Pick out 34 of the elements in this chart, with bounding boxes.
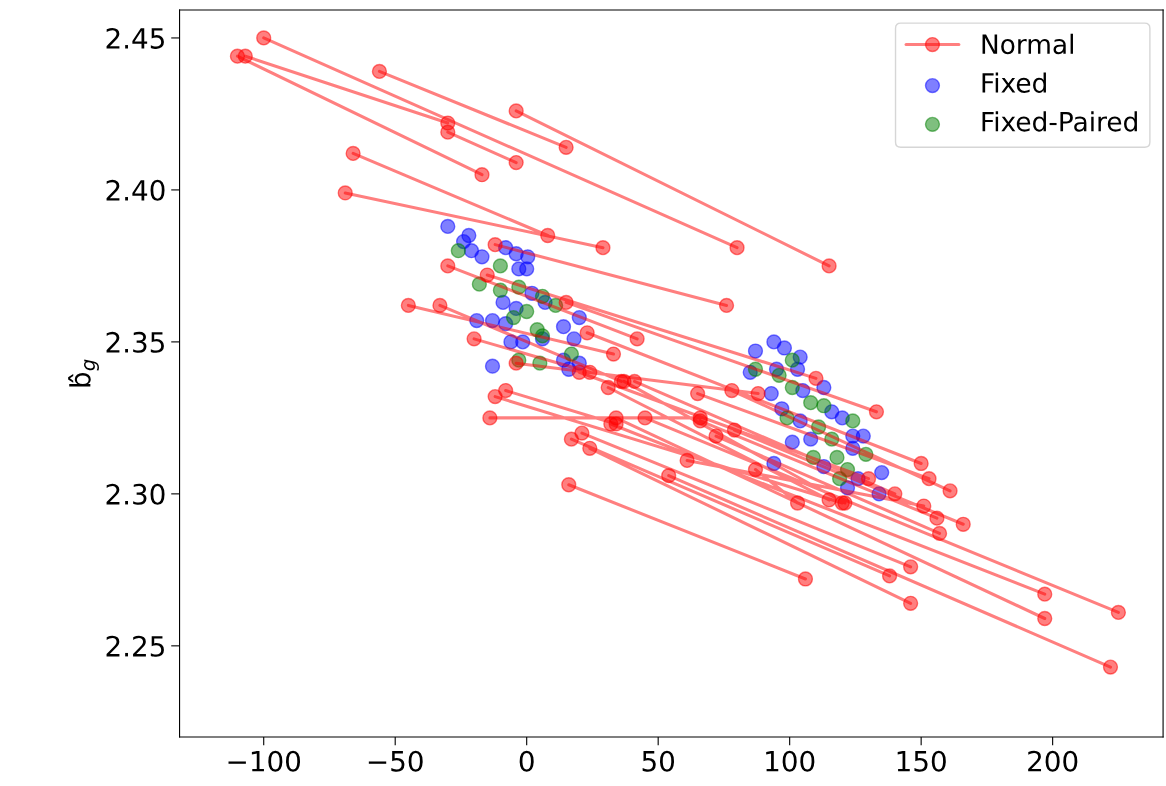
legend-label: Fixed	[982, 72, 1046, 93]
point	[505, 309, 522, 326]
point	[816, 398, 832, 414]
point	[492, 258, 509, 274]
point	[829, 449, 845, 466]
point	[519, 303, 535, 320]
x-tick-label: 100	[766, 750, 815, 772]
point	[484, 358, 501, 374]
x-tick-label: −50	[368, 750, 423, 772]
x-tick-label: 0	[519, 750, 534, 772]
legend-label: Fixed-Paired	[982, 111, 1137, 132]
legend-label: Normal	[982, 33, 1073, 55]
y-tick-label: 2.25	[106, 635, 164, 657]
y-tick-label: 2.45	[106, 27, 164, 49]
point	[803, 395, 819, 411]
x-tick-label: −100	[228, 750, 301, 772]
point	[555, 319, 572, 335]
y-tick-label: 2.35	[106, 331, 164, 353]
point	[474, 249, 490, 265]
x-tick-label: 200	[1028, 750, 1078, 772]
point	[440, 218, 456, 235]
y-tick-label: 2.30	[106, 483, 165, 505]
y-axis-title: b̂$_{g}$	[68, 359, 99, 387]
point	[747, 343, 764, 359]
y-tick-label: 2.40	[106, 179, 165, 201]
point	[784, 352, 800, 368]
point	[874, 464, 890, 481]
x-tick-label: 50	[642, 750, 674, 772]
point	[519, 261, 535, 277]
point	[845, 413, 861, 429]
point	[450, 243, 466, 259]
x-tick-label: 150	[897, 750, 946, 772]
point	[763, 385, 779, 402]
point	[776, 340, 793, 356]
